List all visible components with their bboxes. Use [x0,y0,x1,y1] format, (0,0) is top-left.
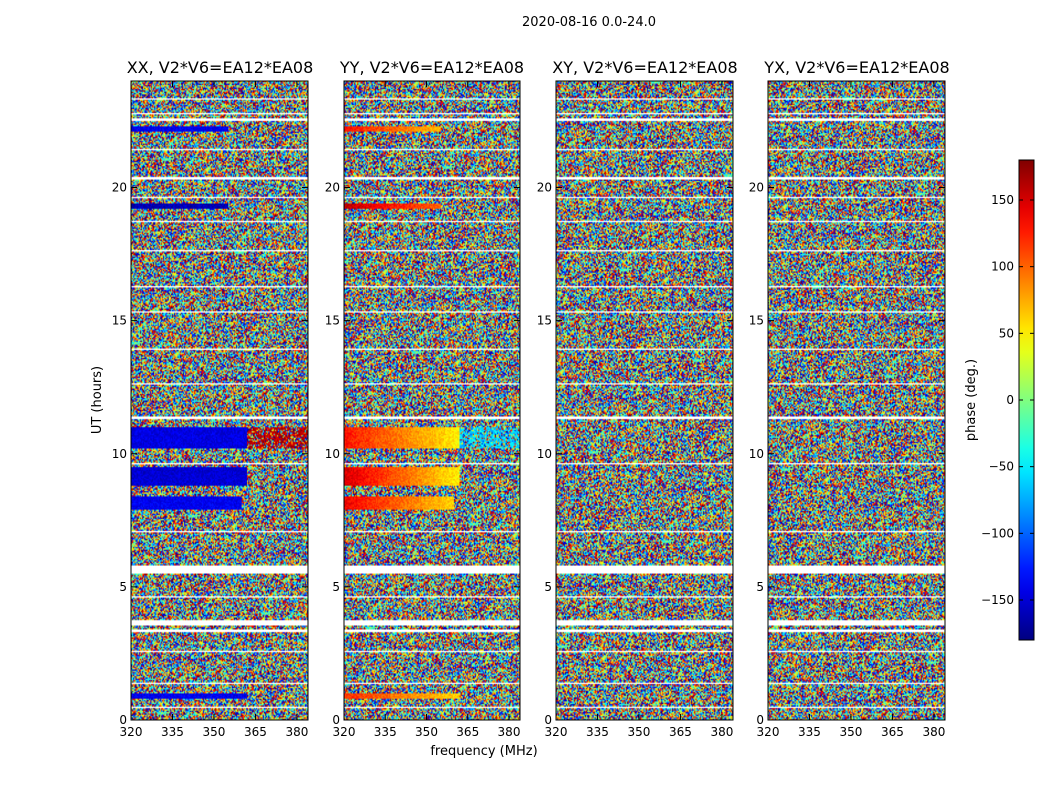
panel-title: YX, V2*V6=EA12*EA08 [763,58,949,77]
x-tick-label: 380 [710,725,733,739]
y-tick-label: 20 [749,181,764,195]
y-tick-label: 5 [544,580,552,594]
y-tick-label: 0 [332,713,340,727]
x-tick-label: 350 [415,725,438,739]
x-ticks: 320 335 350 365 380 [545,81,733,739]
x-tick-label: 320 [545,725,568,739]
y-tick-label: 10 [325,447,340,461]
y-tick-label: 15 [537,314,552,328]
colorbar-tick-label: 100 [991,260,1014,274]
x-tick-label: 335 [374,725,397,739]
y-tick-label: 5 [332,580,340,594]
x-tick-label: 350 [203,725,226,739]
y-ticks: 0 5 10 15 20 [537,181,733,727]
x-tick-label: 335 [586,725,609,739]
panel-xx: XX, V2*V6=EA12*EA08 0 5 10 15 20 320 335 350 36… [112,58,314,739]
y-tick-label: 15 [112,314,127,328]
y-ticks: 0 5 10 15 20 [749,181,945,727]
y-tick-label: 20 [537,181,552,195]
colorbar-tick-label: −150 [981,593,1014,607]
y-tick-label: 20 [112,181,127,195]
y-axis-label: UT (hours) [90,366,105,434]
phase-heatmap [556,81,733,720]
phase-heatmap [768,81,945,720]
y-tick-label: 10 [749,447,764,461]
y-tick-label: 20 [325,181,340,195]
panel-title: YY, V2*V6=EA12*EA08 [339,58,524,77]
colorbar-frame [1018,159,1035,641]
x-tick-label: 320 [757,725,780,739]
x-tick-label: 380 [922,725,945,739]
phase-heatmap [344,81,520,720]
x-tick-label: 320 [120,725,143,739]
panel-xy: XY, V2*V6=EA12*EA08 0 5 10 15 20 320 335 350 36… [537,58,738,739]
colorbar-tick-label: −100 [981,526,1014,540]
colorbar: 150 100 50 0 −50 −100 −150 phase (deg.) [964,159,1035,641]
y-ticks: 0 5 10 15 20 [112,181,308,727]
y-tick-label: 15 [325,314,340,328]
colorbar-gradient [1019,160,1034,640]
x-tick-label: 365 [456,725,479,739]
x-tick-label: 365 [881,725,904,739]
panel-yx: YX, V2*V6=EA12*EA08 0 5 10 15 20 320 335 350 36… [749,58,950,739]
x-ticks: 320 335 350 365 380 [120,81,308,739]
panel-title: XY, V2*V6=EA12*EA08 [552,58,737,77]
colorbar-tick-label: −50 [989,460,1014,474]
colorbar-tick-label: 150 [991,193,1014,207]
x-tick-label: 365 [669,725,692,739]
x-ticks: 320 335 350 365 380 [333,81,521,739]
plot-frame [555,80,734,721]
x-tick-label: 320 [333,725,356,739]
colorbar-tick-label: 0 [1006,393,1014,407]
panel-yy: YY, V2*V6=EA12*EA08 0 5 10 15 20 320 335 350 36… [325,58,524,739]
phase-heatmap [131,81,308,720]
x-axis-label: frequency (MHz) [430,744,537,759]
x-tick-label: 365 [244,725,267,739]
colorbar-ticks: 150 100 50 0 −50 −100 −150 [981,193,1034,607]
figure-suptitle: 2020-08-16 0.0-24.0 [522,15,656,30]
plot-frame [767,80,946,721]
panel-title: XX, V2*V6=EA12*EA08 [127,58,314,77]
y-tick-label: 5 [756,580,764,594]
x-tick-label: 335 [161,725,184,739]
y-tick-label: 10 [537,447,552,461]
y-tick-label: 15 [749,314,764,328]
x-tick-label: 380 [285,725,308,739]
y-tick-label: 0 [756,713,764,727]
x-tick-label: 350 [840,725,863,739]
colorbar-label: phase (deg.) [964,359,979,441]
y-tick-label: 5 [119,580,127,594]
y-tick-label: 0 [119,713,127,727]
y-ticks: 0 5 10 15 20 [325,181,520,727]
x-tick-label: 335 [798,725,821,739]
colorbar-tick-label: 50 [999,326,1014,340]
y-tick-label: 10 [112,447,127,461]
x-tick-label: 380 [498,725,521,739]
plot-frame [130,80,309,721]
y-tick-label: 0 [544,713,552,727]
plot-frame [343,80,521,721]
x-tick-label: 350 [628,725,651,739]
